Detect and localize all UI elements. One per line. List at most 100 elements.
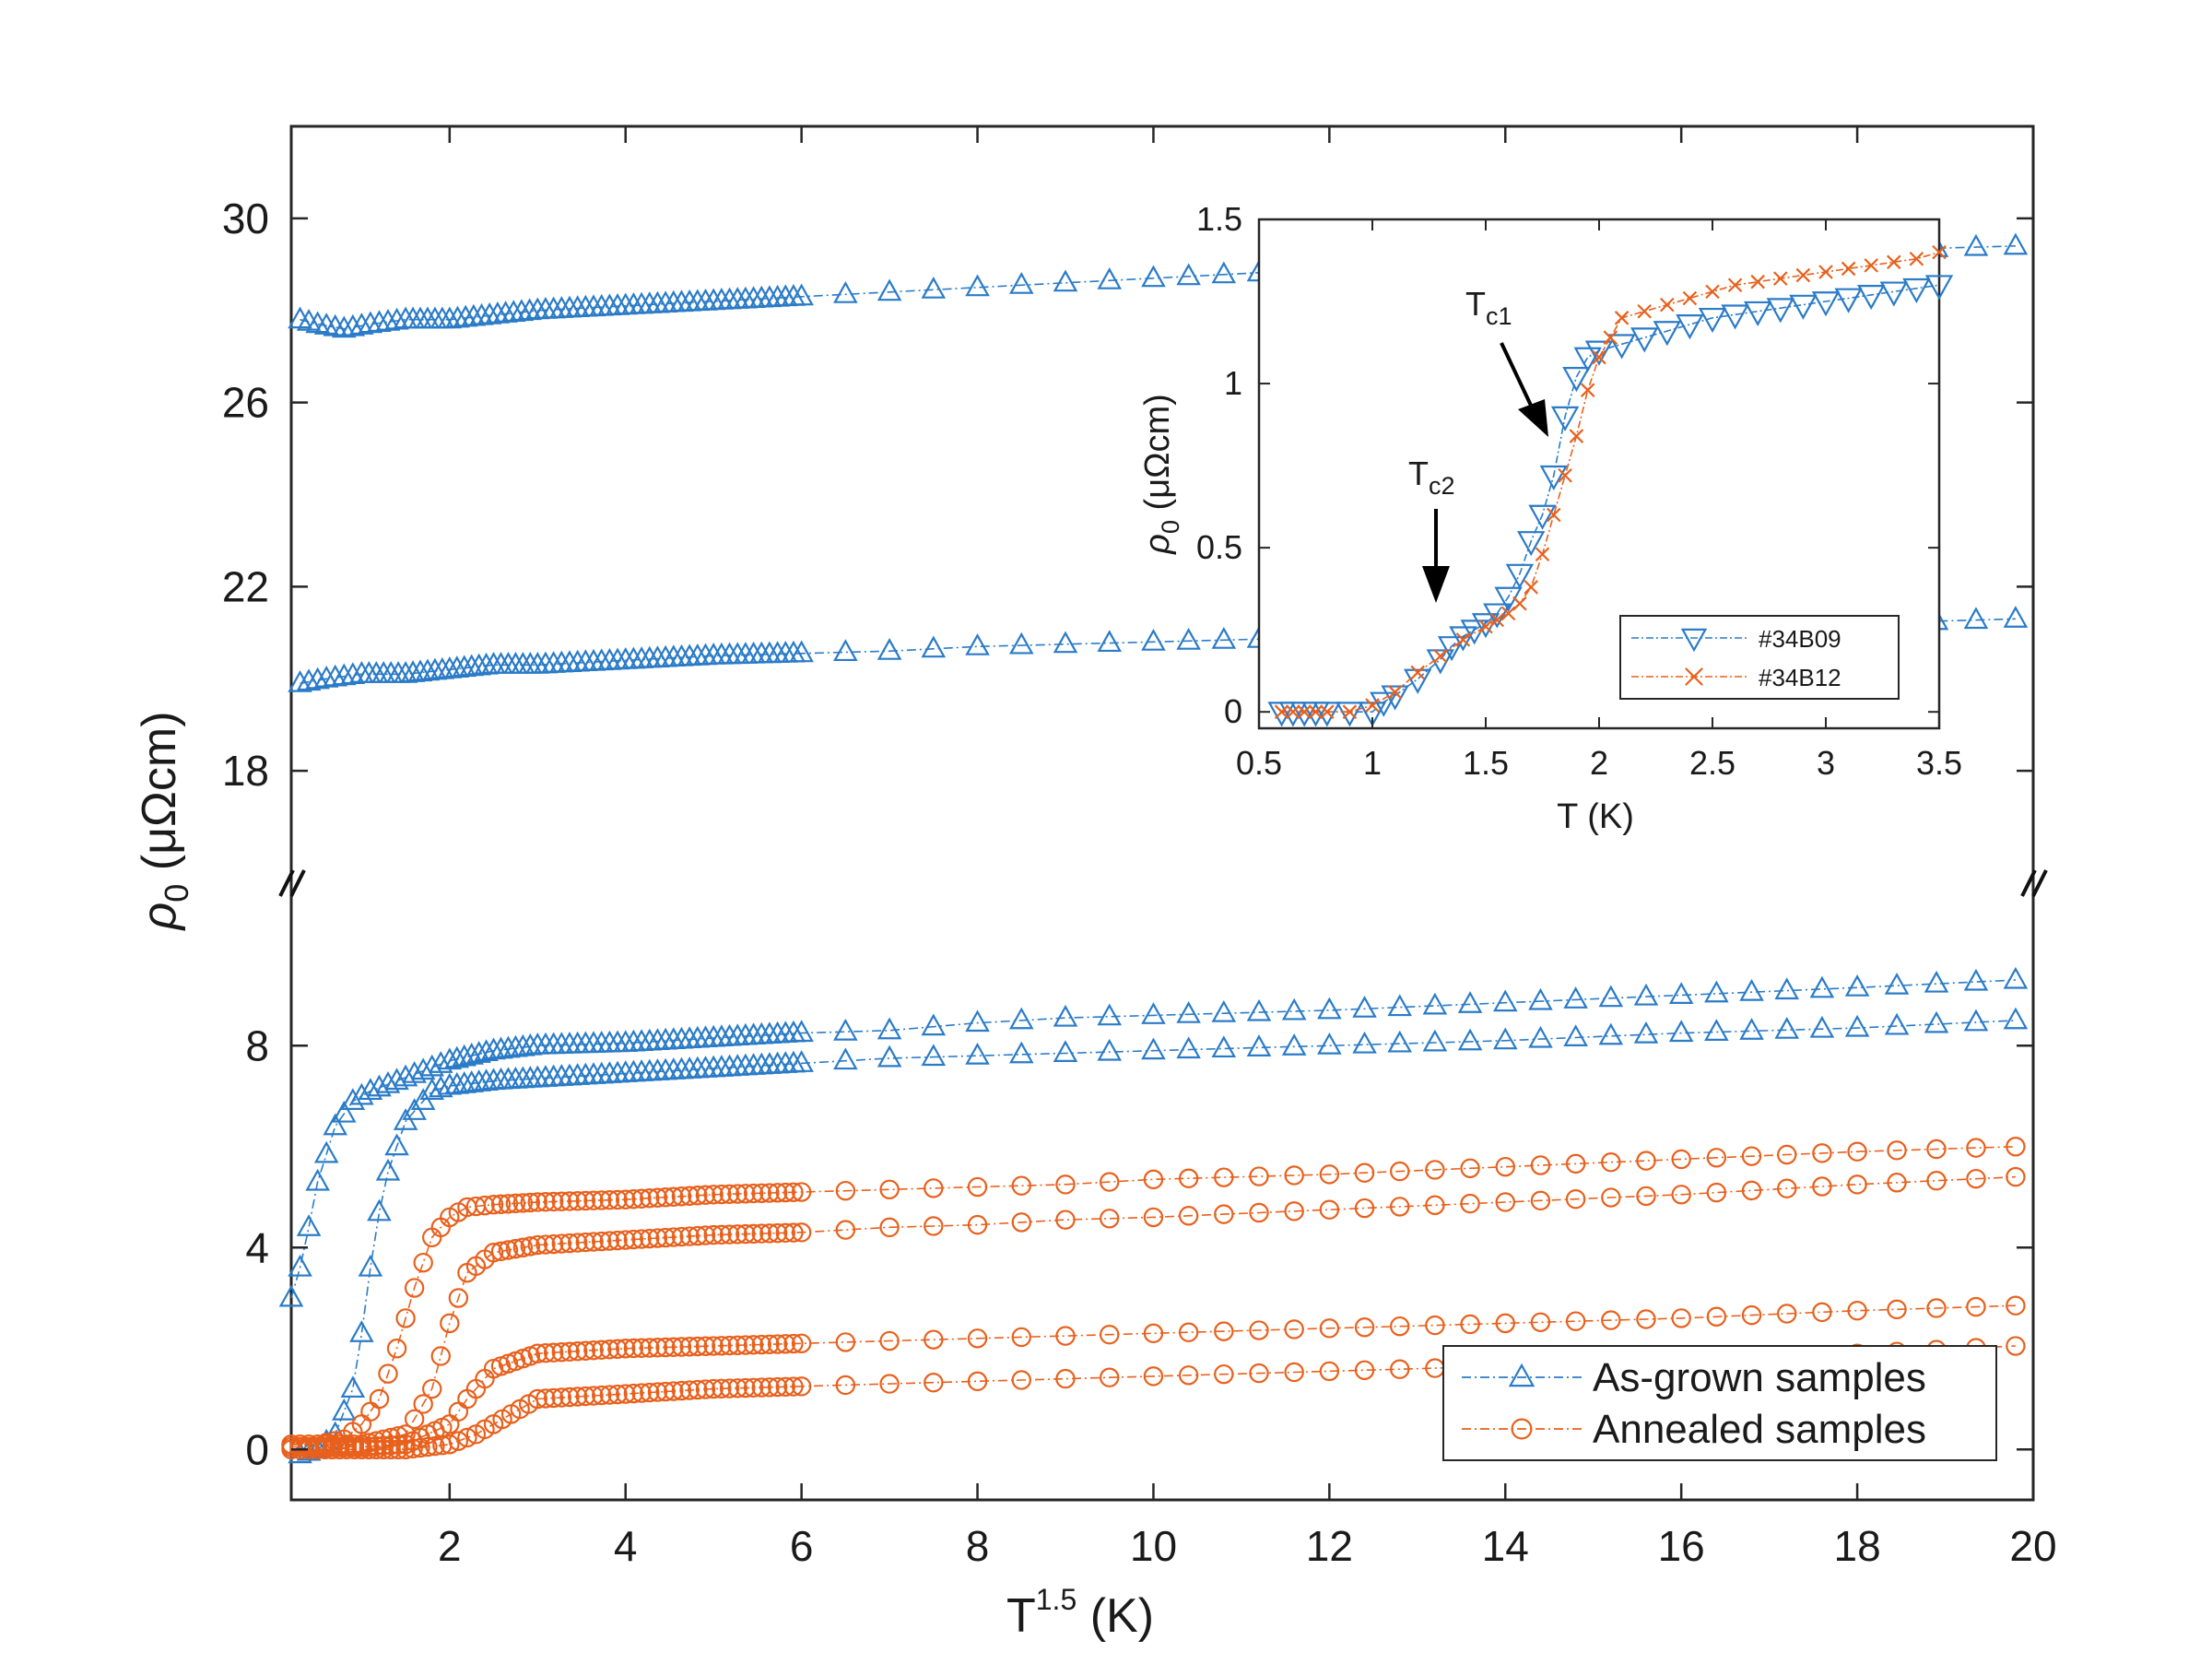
main-data-point	[1211, 1035, 1237, 1058]
main-data-point	[1053, 631, 1078, 654]
main-data-point	[1495, 1192, 1515, 1212]
main-data-point	[1777, 1304, 1797, 1324]
main-data-point	[783, 1182, 804, 1202]
inset-y-tick-label: 1.5	[1196, 200, 1242, 238]
main-data-point	[2006, 1295, 2026, 1316]
main-data-point	[1284, 1362, 1304, 1383]
legend-marker	[1508, 1363, 1535, 1387]
inset-data-point	[1630, 327, 1659, 353]
inset-data-point	[1437, 636, 1466, 662]
main-data-point	[527, 1192, 547, 1212]
axis-break-left	[278, 869, 306, 897]
main-data-point	[402, 1061, 427, 1083]
main-legend-box	[1442, 1345, 1997, 1461]
inset-legend-box	[1619, 615, 1900, 700]
main-data-point	[404, 1278, 425, 1298]
inset-data-point	[1505, 563, 1535, 589]
main-data-point	[1777, 1178, 1797, 1198]
main-data-point	[775, 1222, 795, 1244]
main-data-point	[965, 274, 990, 297]
main-data-point	[924, 1216, 944, 1236]
main-data-point	[329, 1439, 350, 1459]
legend-label: Annealed samples	[1593, 1407, 1926, 1452]
main-data-point	[567, 1341, 588, 1362]
main-data-point	[419, 1054, 445, 1077]
main-data-point	[727, 1335, 747, 1355]
main-data-point	[1354, 1198, 1375, 1219]
inset-data-point	[1489, 612, 1505, 628]
main-data-point	[759, 1183, 780, 1203]
main-data-point	[351, 1439, 372, 1459]
inset-x-tick-label: 3.5	[1916, 744, 1962, 782]
main-data-point	[384, 1068, 409, 1091]
main-data-point	[505, 1193, 526, 1214]
main-data-point	[358, 1254, 383, 1277]
main-data-point	[1008, 272, 1034, 294]
main-data-point	[599, 1231, 620, 1251]
main-data-point	[567, 1191, 588, 1211]
main-data-point	[1966, 1138, 1986, 1158]
inset-data-point	[1766, 298, 1794, 324]
inset-data-point	[1370, 691, 1398, 717]
tc1-arrowhead	[1518, 399, 1548, 437]
main-data-point	[1565, 1311, 1586, 1331]
inset-data-point	[1857, 285, 1886, 311]
inset-data-point	[1512, 596, 1527, 611]
main-data-point	[1812, 1302, 1832, 1323]
main-data-point	[1774, 977, 1800, 1000]
inset-data-point	[1528, 504, 1557, 530]
main-data-point	[631, 1188, 652, 1209]
main-data-point	[1097, 267, 1123, 289]
main-data-point	[924, 1178, 944, 1198]
main-data-point	[404, 1409, 425, 1430]
main-series-4	[288, 1007, 2029, 1464]
inset-x-tick-label: 1	[1363, 744, 1382, 782]
main-data-point	[323, 1113, 348, 1136]
main-data-point	[1460, 1193, 1480, 1214]
x-tick-label: 4	[614, 1522, 638, 1570]
y-tick-label: 4	[245, 1223, 269, 1271]
y-tick-label: 0	[245, 1425, 269, 1473]
y-tick-label: 30	[222, 195, 269, 242]
main-data-point	[386, 1339, 407, 1359]
inset-data-point	[1909, 251, 1924, 266]
main-series-3	[278, 966, 2029, 1307]
main-data-point	[1281, 1033, 1307, 1056]
main-data-point	[1966, 1296, 1986, 1317]
main-data-point	[1176, 1001, 1201, 1023]
main-y-axis-title: ρ0 (μΩcm)	[133, 711, 195, 931]
main-data-point	[512, 1237, 534, 1257]
inset-data-point	[1744, 301, 1772, 326]
main-data-point	[719, 1184, 740, 1204]
main-data-point	[1354, 1360, 1375, 1380]
main-data-point	[1926, 1298, 1947, 1318]
main-data-point	[688, 1336, 708, 1357]
main-data-point	[551, 1233, 572, 1254]
main-data-point	[688, 1225, 708, 1246]
main-data-point	[490, 1241, 512, 1262]
main-data-point	[1563, 1024, 1588, 1046]
main-data-point	[313, 666, 339, 688]
inset-data-point	[1569, 429, 1584, 443]
main-data-point	[719, 1335, 740, 1356]
main-data-point	[1924, 1010, 1949, 1033]
main-data-point	[695, 1225, 716, 1245]
main-data-point	[305, 1168, 330, 1191]
main-data-point	[551, 1387, 572, 1408]
tc2-label: Tc2	[1408, 454, 1455, 500]
main-data-point	[288, 669, 312, 692]
main-data-point	[1055, 1174, 1076, 1195]
main-data-point	[331, 315, 357, 338]
inset-legend-marker	[1680, 628, 1708, 653]
main-data-point	[647, 1228, 668, 1248]
main-data-point	[679, 1337, 700, 1357]
main-data-point	[2006, 1137, 2026, 1157]
main-data-point	[1963, 1009, 1989, 1032]
main-data-point	[1425, 1160, 1445, 1180]
main-data-point	[575, 1340, 596, 1361]
main-data-point	[475, 1195, 495, 1216]
main-data-point	[1214, 1363, 1234, 1385]
inset-series-2	[1274, 244, 1947, 719]
main-data-point	[1926, 1171, 1947, 1191]
main-data-point	[688, 1379, 708, 1400]
